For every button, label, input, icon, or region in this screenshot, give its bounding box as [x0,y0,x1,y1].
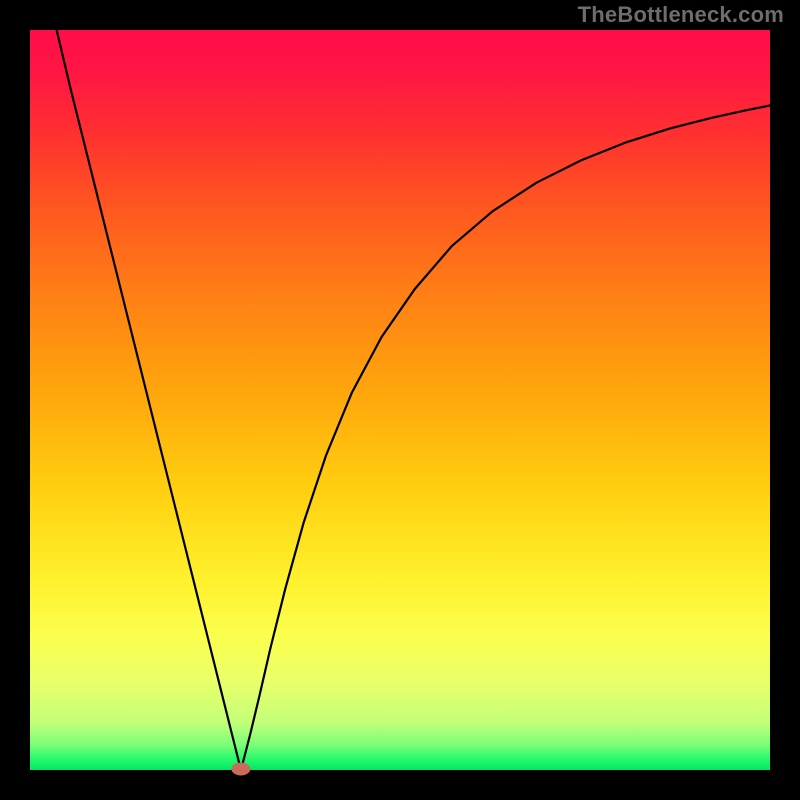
gradient-background [30,30,770,770]
watermark-text: TheBottleneck.com [578,2,784,28]
bottleneck-curve-chart: TheBottleneck.com [0,0,800,800]
chart-svg [0,0,800,800]
optimal-point-marker [232,763,250,775]
